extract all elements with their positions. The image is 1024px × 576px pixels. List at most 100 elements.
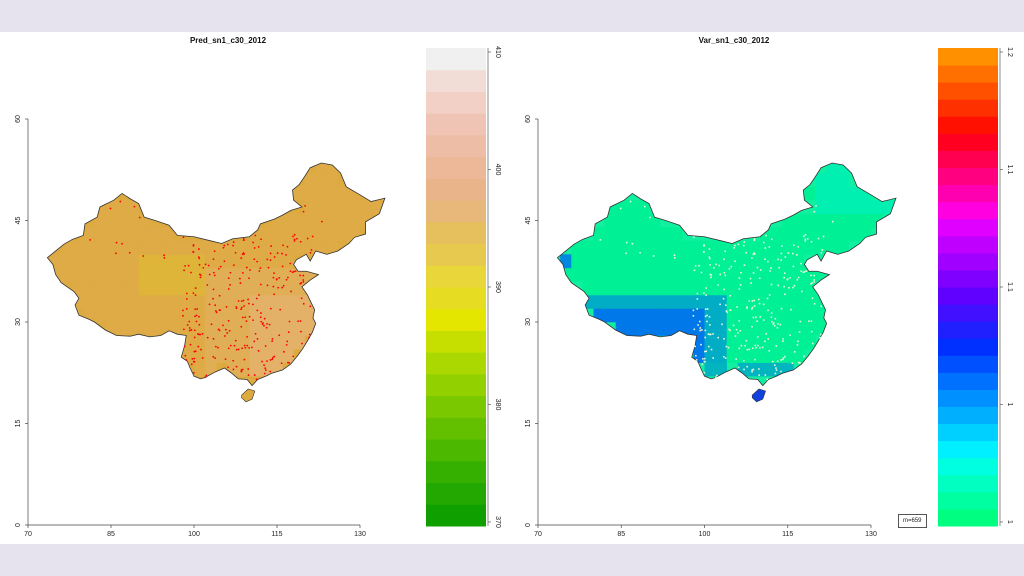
station-point (276, 252, 279, 254)
station-point (223, 335, 226, 337)
station-point (748, 348, 751, 351)
station-point (208, 273, 211, 276)
station-point (700, 271, 703, 274)
station-point (817, 237, 820, 240)
colorbar-swatch (938, 423, 998, 442)
station-point (237, 348, 240, 351)
station-point (240, 306, 243, 309)
colorbar-swatch (426, 156, 486, 179)
station-point (757, 298, 760, 301)
station-point (195, 314, 198, 317)
station-point (223, 260, 226, 263)
station-point (811, 342, 814, 345)
station-point (243, 344, 246, 347)
station-point (781, 245, 783, 247)
station-point (780, 370, 782, 373)
station-point (767, 309, 769, 312)
station-point (703, 245, 705, 247)
station-point (772, 323, 775, 325)
station-point (273, 272, 275, 275)
station-point (258, 294, 260, 296)
station-point (779, 323, 782, 326)
station-point (743, 241, 746, 243)
station-point (185, 298, 188, 300)
station-point (266, 284, 269, 287)
station-point (799, 320, 802, 323)
station-point (138, 216, 141, 219)
station-point (759, 347, 761, 349)
station-point (232, 241, 235, 243)
station-point (704, 308, 707, 311)
station-point (752, 253, 755, 256)
station-point (302, 281, 305, 283)
station-point (114, 252, 117, 255)
colorbar-swatch (426, 352, 486, 375)
colorbar-swatch (938, 372, 998, 390)
station-point (197, 256, 200, 258)
station-point (740, 271, 742, 274)
station-point (287, 331, 290, 334)
station-point (193, 357, 196, 360)
station-point (786, 278, 789, 281)
station-point (240, 369, 243, 371)
station-point (756, 266, 759, 269)
station-point (302, 302, 305, 305)
station-point (693, 236, 695, 239)
station-point (703, 292, 705, 294)
station-point (792, 265, 795, 268)
left-hainan-island (241, 388, 256, 403)
station-point (232, 264, 235, 267)
station-point (701, 363, 704, 366)
station-point (201, 333, 204, 335)
station-point (797, 276, 800, 279)
left-x-tick-label: 85 (107, 531, 115, 538)
station-point (194, 350, 197, 353)
station-point (234, 251, 237, 254)
station-point (247, 298, 249, 301)
station-point (308, 336, 310, 339)
station-point (673, 257, 676, 259)
station-point (831, 220, 834, 223)
station-point (750, 282, 752, 284)
station-point (599, 239, 602, 241)
station-point (789, 334, 791, 337)
station-point (252, 241, 254, 244)
colorbar-swatch (938, 338, 998, 356)
station-point (802, 271, 805, 274)
station-point (212, 288, 215, 291)
station-point (721, 323, 723, 326)
station-point (229, 271, 232, 274)
station-point (728, 328, 730, 331)
station-point (742, 359, 745, 362)
station-point (776, 326, 779, 329)
station-point (734, 244, 736, 247)
station-point (751, 369, 753, 371)
station-point (290, 290, 292, 293)
station-point (256, 338, 259, 340)
station-point (251, 346, 253, 349)
station-point (128, 251, 131, 254)
station-point (777, 284, 780, 287)
station-point (183, 269, 185, 272)
station-point (738, 277, 741, 279)
right-cell-grid (560, 162, 894, 377)
station-point (791, 362, 794, 365)
station-point (710, 348, 713, 351)
station-point (749, 277, 752, 280)
station-point (294, 270, 297, 272)
station-point (792, 286, 794, 289)
colorbar-swatch (938, 201, 998, 220)
station-point (724, 274, 727, 277)
station-point (182, 236, 185, 239)
station-point (726, 311, 728, 314)
station-point (247, 374, 250, 377)
station-point (281, 265, 284, 268)
right-x-tick-label: 70 (534, 531, 542, 538)
station-point (239, 282, 242, 284)
station-point (813, 274, 815, 277)
station-point (213, 274, 216, 277)
station-point (260, 320, 263, 323)
station-point (205, 374, 208, 377)
station-point (780, 359, 782, 361)
station-point (723, 355, 725, 358)
